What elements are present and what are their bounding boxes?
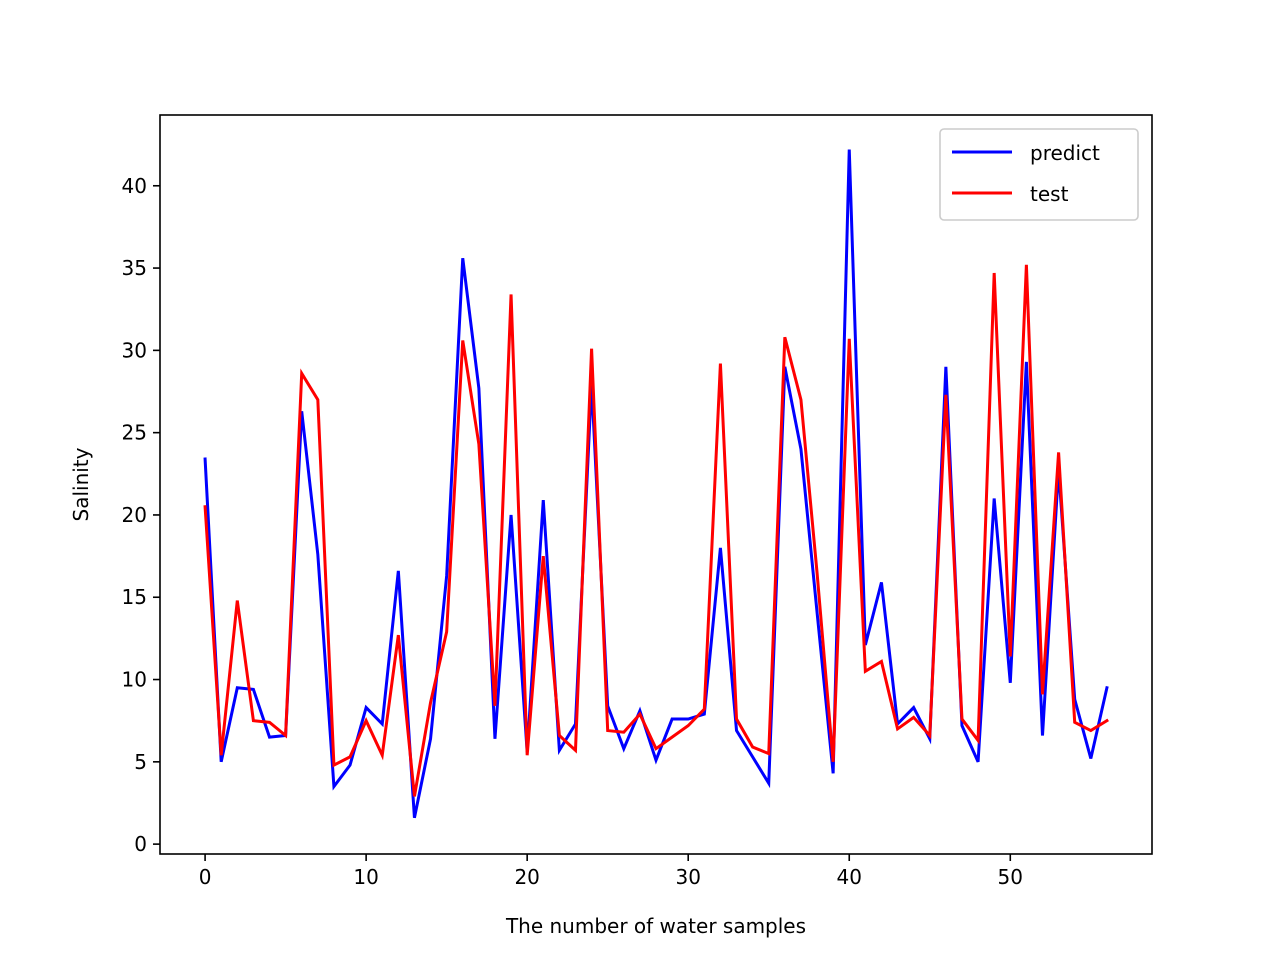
y-tick-label: 25 [122,421,147,445]
y-tick-label: 35 [122,256,147,280]
x-tick-label: 40 [837,865,862,889]
x-tick-label: 10 [353,865,378,889]
y-tick-label: 15 [122,585,147,609]
legend: predict test [939,128,1139,221]
x-axis: 0 10 20 30 40 50 [199,854,1023,889]
y-tick-label: 0 [134,832,147,856]
y-tick-label: 10 [122,668,147,692]
y-axis: 0 5 10 15 20 25 30 35 40 [122,174,160,856]
y-tick-label: 40 [122,174,147,198]
series-layer [203,149,1109,819]
x-tick-label: 0 [199,865,212,889]
legend-label-predict: predict [1030,141,1100,165]
y-tick-label: 20 [122,503,147,527]
plot-area [159,114,1153,855]
series-line-test [203,264,1109,797]
y-axis-label: Salinity [69,447,93,521]
y-tick-label: 30 [122,338,147,362]
x-tick-label: 20 [514,865,539,889]
legend-label-test: test [1030,182,1069,206]
plot-frame [159,114,1153,855]
y-tick-label: 5 [134,750,147,774]
x-axis-label: The number of water samples [505,914,806,938]
x-tick-label: 30 [675,865,700,889]
x-tick-label: 50 [998,865,1023,889]
